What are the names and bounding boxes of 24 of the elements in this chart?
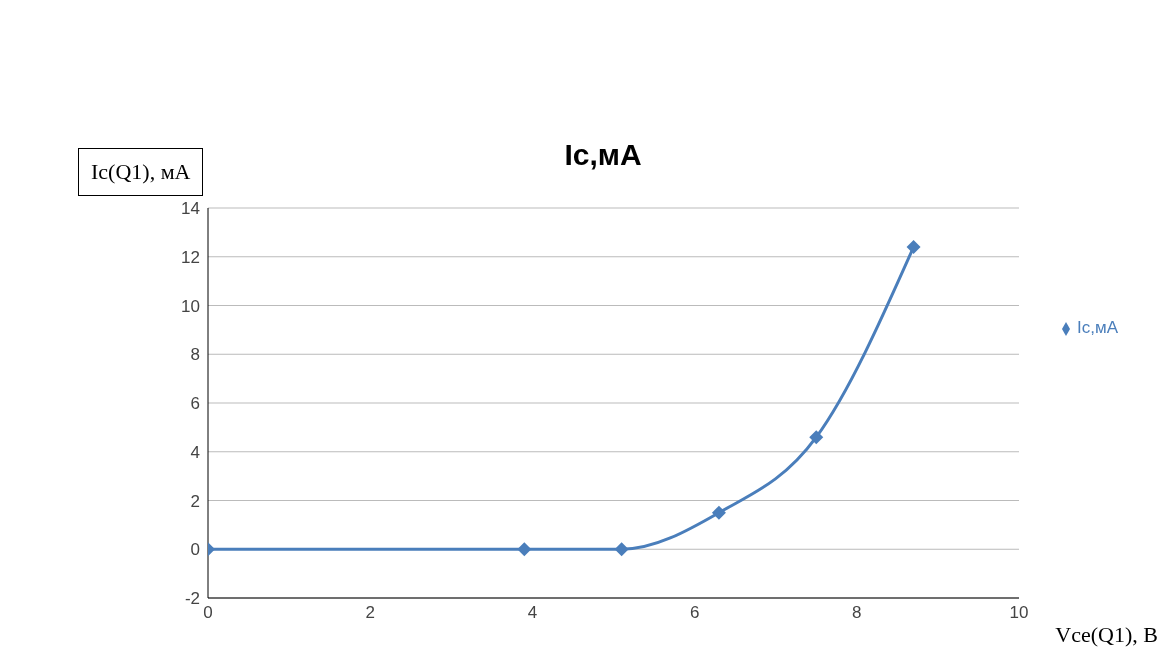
x-tick-label: 0 [203, 603, 213, 623]
x-tick-label: 8 [852, 603, 862, 623]
x-tick-label: 6 [689, 603, 700, 623]
point [517, 542, 532, 557]
x-tick-label: 4 [527, 603, 538, 623]
point [809, 430, 824, 445]
y-tick-label: 0 [190, 540, 200, 560]
x-tick-label: 2 [365, 603, 375, 623]
y-tick-label: -2 [184, 589, 200, 609]
chart-title: Ic,мА [564, 138, 642, 171]
y-tick-label: 8 [190, 345, 200, 365]
y-axis-title: Ic(Q1), мА [78, 148, 204, 196]
y-tick-label: 12 [181, 247, 200, 267]
point [614, 542, 629, 557]
x-axis-title: Vce(Q1), В [1055, 622, 1158, 648]
y-tick-label: 4 [190, 442, 200, 462]
legend-label: Ic,мА [1077, 318, 1118, 337]
point [711, 505, 726, 520]
x-tick-label: 10 [1009, 603, 1029, 623]
y-tick-label: 6 [190, 394, 200, 414]
y-tick-label: 2 [190, 491, 200, 511]
y-tick-label: 14 [181, 199, 200, 219]
y-tick-label: 10 [181, 296, 200, 316]
point [906, 240, 921, 254]
